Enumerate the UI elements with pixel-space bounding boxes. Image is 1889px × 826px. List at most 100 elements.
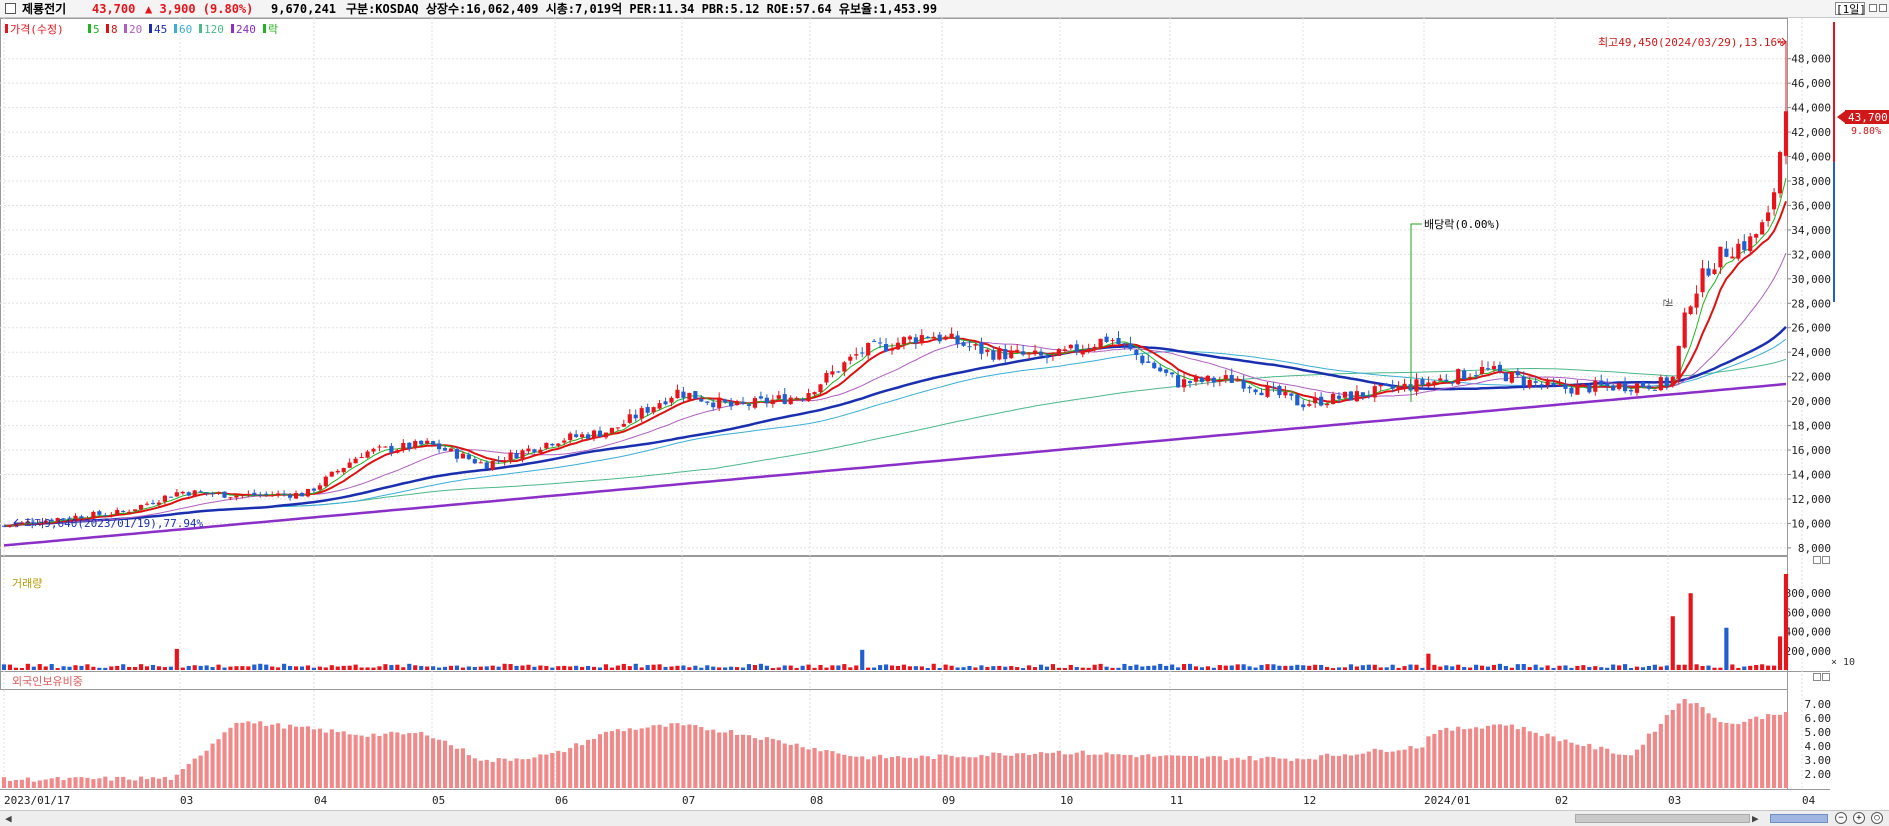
foreign-bar [758,739,763,788]
volume-bar [1628,667,1634,670]
close-icon[interactable] [1879,4,1887,12]
volume-panel-restore-icon[interactable] [1813,556,1821,564]
foreign-panel-restore-icon[interactable] [1813,673,1821,681]
foreign-bar [79,777,84,788]
volume-bar [329,665,334,670]
zoom-in-icon[interactable]: + [1853,812,1865,824]
candle-body [1468,376,1473,378]
candle-body [687,392,692,400]
volume-bar [1479,665,1485,670]
scroll-thumb[interactable] [1575,814,1750,823]
volume-bar [1313,664,1318,670]
legend-label: 8 [111,23,118,36]
date-tick-label: 11 [1170,794,1183,807]
stock-chart[interactable]: 8,000 10,000 12,000 14,000 16,000 18,000 20,00… [0,18,1889,810]
price-tick-label: 44,000 [1791,102,1831,115]
range-slider[interactable] [1770,814,1828,823]
foreign-panel-title: 외국인보유비중 [12,675,83,688]
volume-bar [1682,664,1687,670]
candle-body [627,414,632,423]
foreign-bar [1104,752,1109,788]
foreign-bar [73,777,78,788]
candle-body [1229,375,1234,383]
volume-bar [1617,665,1622,670]
volume-tick-label: 600,000 [1785,606,1831,619]
scroll-right-icon[interactable]: ▶ [1752,812,1759,825]
foreign-bar [621,731,626,788]
candle-body [192,490,197,497]
volume-bar [1640,667,1646,670]
volume-bar [1777,636,1783,670]
volume-bar [371,667,376,670]
foreign-bar [1432,733,1437,788]
foreign-bar [1152,756,1157,788]
candle-body [1450,381,1455,384]
foreign-bar [717,732,722,788]
volume-bar [651,664,656,670]
volume-bar [872,667,877,670]
foreign-bar [1599,746,1604,788]
volume-bar [997,665,1002,670]
foreign-panel-close-icon[interactable] [1822,673,1830,681]
candle-body [597,430,603,437]
candle-body [305,488,311,497]
candle-body [97,511,102,515]
volume-bar [562,665,567,670]
candle-body [1110,340,1115,342]
candle-body [949,333,954,339]
volume-bar [532,666,537,670]
foreign-bar [1420,747,1425,788]
candle-body [466,454,471,460]
foreign-bar [1748,718,1753,788]
current-price-tag-text: 43,700 [1848,111,1888,124]
foreign-bar [156,778,162,788]
select-checkbox[interactable] [5,3,16,14]
volume-bar [442,666,448,670]
volume-bar [1772,665,1777,670]
restore-icon[interactable] [1869,4,1877,12]
volume-bar [454,665,460,670]
volume-bar [979,665,984,670]
candle-body [103,515,108,517]
volume-bar [103,667,108,670]
period-selector[interactable]: [1일] [1835,2,1866,16]
candle-body [383,446,388,448]
horizontal-scrollbar[interactable]: ◀ ▶ − + ○ [0,810,1889,826]
candle-body [1634,383,1640,393]
foreign-bar [1396,750,1401,788]
foreign-bar [490,761,495,788]
volume-bar [79,665,84,670]
volume-bar [842,664,847,670]
candle-body [1176,375,1181,388]
foreign-bar [1032,753,1038,788]
zoom-reset-icon[interactable]: ○ [1871,812,1883,824]
volume-bar [836,665,841,670]
foreign-bar [502,758,507,788]
foreign-bar [711,729,716,788]
foreign-bar [985,756,990,788]
price-tick-label: 14,000 [1791,469,1831,482]
foreign-bar [1015,753,1020,788]
candle-body [699,398,704,402]
volume-tick-label: 800,000 [1785,587,1831,600]
zoom-out-icon[interactable]: − [1835,812,1847,824]
candle-body [37,523,42,525]
candle-body [1146,361,1151,363]
candle-body [389,445,394,453]
candle-body [1044,355,1050,359]
volume-bar [729,666,734,670]
foreign-bar [1390,751,1395,788]
candle-body [1670,376,1675,386]
foreign-bar [1736,724,1741,788]
candle-body [1557,384,1562,386]
scroll-left-icon[interactable]: ◀ [5,812,12,825]
candle-body [788,397,793,405]
legend-swatch [5,24,8,33]
foreign-bar [115,776,120,788]
foreign-bar [1199,758,1205,788]
foreign-bar [150,777,156,788]
legend-label: 45 [154,23,167,36]
volume-panel-close-icon[interactable] [1822,556,1830,564]
volume-bar [1718,667,1723,670]
foreign-bar [91,779,96,788]
